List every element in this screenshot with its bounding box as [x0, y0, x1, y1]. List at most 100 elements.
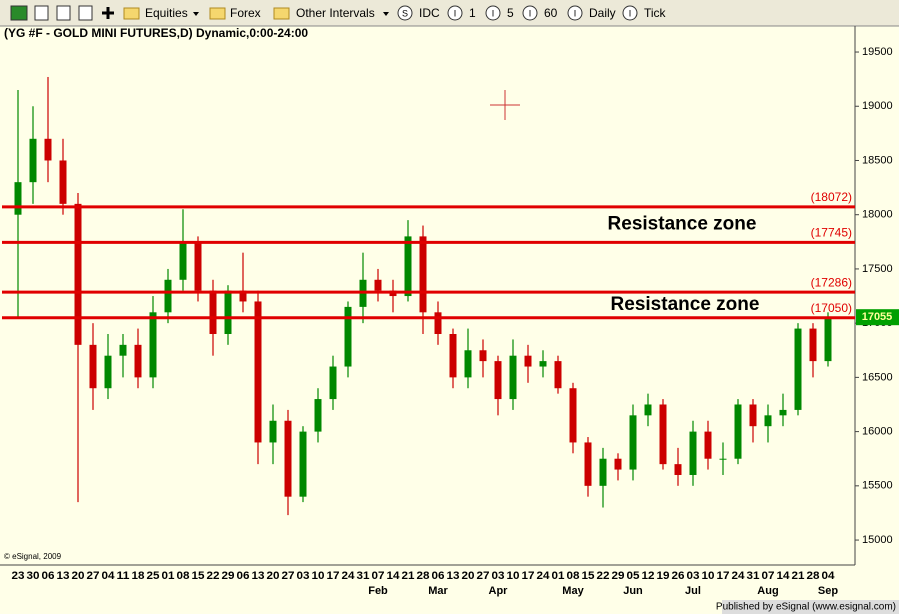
x-tick-label: 04	[102, 570, 116, 582]
candle-body	[719, 458, 727, 460]
level-label: (17745)	[811, 226, 852, 240]
annotation: Resistance zone	[611, 294, 760, 315]
y-tick-label: 15500	[862, 480, 893, 492]
candle-body	[344, 306, 352, 367]
y-tick-label: 17500	[862, 263, 893, 275]
menu-item[interactable]: Other Intervals	[296, 6, 375, 20]
toolbar-icons	[10, 5, 389, 21]
x-tick-label: 14	[777, 570, 791, 582]
x-tick-label: 26	[672, 570, 685, 582]
candle-body	[89, 344, 97, 389]
button-label[interactable]: Daily	[589, 6, 616, 20]
x-tick-label: 24	[732, 570, 746, 582]
candle-body	[404, 236, 412, 297]
x-tick-label: 27	[87, 570, 100, 582]
x-tick-label: 01	[162, 570, 175, 582]
month-label: Sep	[818, 585, 838, 597]
icon[interactable]	[34, 5, 49, 21]
candle-body	[599, 458, 607, 486]
candle-body	[224, 290, 232, 334]
x-tick-label: 19	[657, 570, 670, 582]
button-label[interactable]: 60	[544, 6, 558, 20]
x-tick-label: 20	[72, 570, 85, 582]
candle-body	[179, 241, 187, 280]
icon[interactable]	[78, 5, 93, 21]
folder-icon[interactable]	[209, 7, 226, 20]
candle-body	[689, 431, 697, 475]
x-tick-label: 29	[612, 570, 625, 582]
candle-body	[449, 334, 457, 378]
x-tick-label: 22	[597, 570, 610, 582]
candle-body	[134, 344, 142, 378]
candle-body	[464, 350, 472, 378]
month-label: Aug	[757, 585, 778, 597]
y-tick-label: 16000	[862, 426, 893, 438]
candle-body	[119, 344, 127, 356]
dropdown-arrow[interactable]	[193, 12, 199, 16]
icon[interactable]	[10, 5, 28, 21]
dropdown-arrow[interactable]	[383, 12, 389, 16]
button-label[interactable]: 1	[469, 6, 476, 20]
x-tick-label: 24	[342, 570, 356, 582]
x-tick-label: 22	[207, 570, 220, 582]
x-tick-label: 17	[522, 570, 535, 582]
button-icon[interactable]	[447, 5, 463, 21]
x-tick-label: 17	[327, 570, 340, 582]
button-label[interactable]: 5	[507, 6, 514, 20]
icon[interactable]	[56, 5, 71, 21]
button-icon-letter[interactable]: I	[492, 8, 495, 18]
candle-body	[704, 431, 712, 459]
x-tick-label: 20	[462, 570, 475, 582]
candle-body	[269, 420, 277, 443]
button-label[interactable]: IDC	[419, 6, 440, 20]
candle-body	[809, 328, 817, 362]
button-icon[interactable]	[485, 5, 501, 21]
x-tick-label: 15	[582, 570, 595, 582]
last-price-label: 17055	[862, 311, 893, 323]
candle-body	[509, 355, 517, 400]
menu-item[interactable]: Equities	[145, 6, 188, 20]
candle-body	[299, 431, 307, 497]
x-tick-label: 28	[807, 570, 820, 582]
candle-body	[209, 290, 217, 334]
button-icon-letter[interactable]: I	[629, 8, 632, 18]
x-tick-label: 06	[42, 570, 55, 582]
button-label[interactable]: Tick	[644, 6, 667, 20]
folder-icon[interactable]	[273, 7, 290, 20]
publisher: Published by eSignal (www.esignal.com)	[716, 602, 896, 613]
x-tick-label: 06	[432, 570, 445, 582]
month-label: Apr	[489, 585, 509, 597]
candle-body	[74, 203, 82, 345]
candle-body	[779, 409, 787, 416]
x-tick-label: 28	[417, 570, 430, 582]
x-tick-label: 14	[387, 570, 401, 582]
candle-body	[44, 138, 52, 161]
icon[interactable]	[102, 7, 114, 19]
folder-icon[interactable]	[123, 7, 140, 20]
annotation: Resistance zone	[608, 214, 757, 235]
x-tick-label: 13	[447, 570, 460, 582]
button-icon[interactable]	[622, 5, 638, 21]
x-tick-label: 25	[147, 570, 160, 582]
button-icon-letter[interactable]: S	[402, 8, 408, 18]
candle-body	[419, 236, 427, 313]
month-label: Jun	[623, 585, 643, 597]
x-tick-label: 10	[507, 570, 520, 582]
menu-item[interactable]: Forex	[230, 6, 261, 20]
candle-body	[314, 399, 322, 432]
button-icon-letter[interactable]: I	[529, 8, 532, 18]
x-tick-label: 01	[552, 570, 565, 582]
button-icon[interactable]	[522, 5, 538, 21]
button-icon[interactable]	[567, 5, 583, 21]
button-icon[interactable]	[397, 5, 413, 21]
button-icon-letter[interactable]: I	[454, 8, 457, 18]
x-tick-label: 29	[222, 570, 235, 582]
x-tick-label: 27	[477, 570, 490, 582]
x-tick-label: 04	[822, 570, 836, 582]
button-icon-letter[interactable]: I	[574, 8, 577, 18]
candle-body	[329, 366, 337, 400]
month-label: May	[562, 585, 584, 597]
candle-body	[584, 442, 592, 486]
month-label: Feb	[368, 585, 388, 597]
